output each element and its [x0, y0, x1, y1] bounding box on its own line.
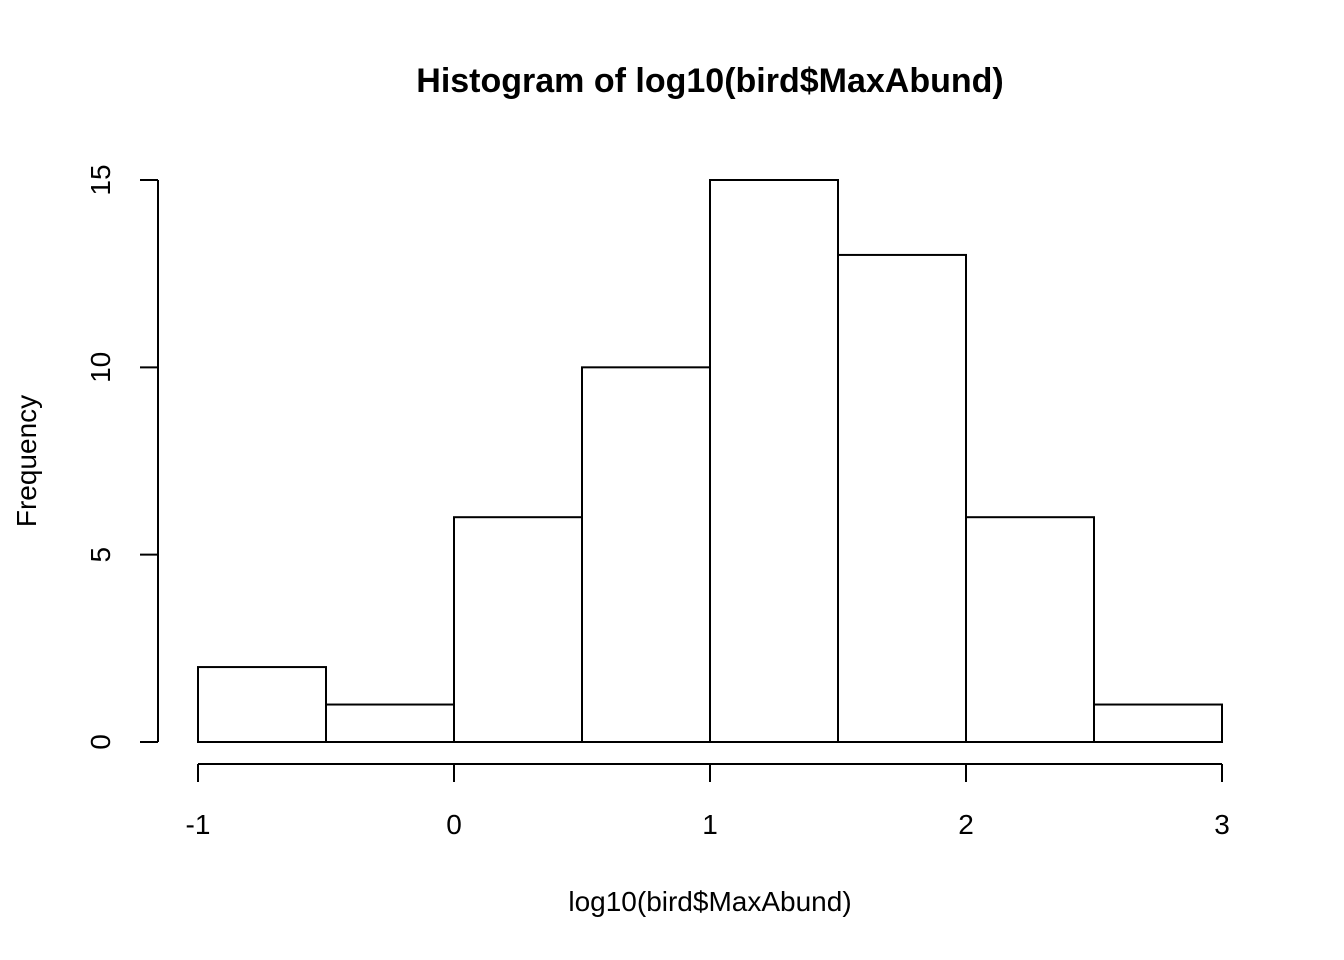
y-tick-label-3: 15	[85, 164, 116, 195]
histogram-bar-1	[325, 703, 455, 743]
x-tick-label-1: 0	[446, 809, 462, 840]
y-tick-label-2: 10	[85, 352, 116, 383]
histogram-bar-6	[965, 516, 1095, 744]
x-tick-label-2: 1	[702, 809, 718, 840]
histogram-bar-3	[581, 366, 711, 743]
x-tick-label-3: 2	[958, 809, 974, 840]
histogram-bar-7	[1093, 703, 1223, 743]
histogram-bar-5	[837, 253, 967, 744]
y-tick-label-1: 5	[85, 547, 116, 563]
y-axis-label: Frequency	[11, 395, 42, 527]
x-axis-label: log10(bird$MaxAbund)	[568, 886, 851, 917]
chart-title: Histogram of log10(bird$MaxAbund)	[416, 62, 1003, 100]
histogram-bar-4	[709, 179, 839, 743]
histogram-bar-2	[453, 516, 583, 744]
x-tick-label-4: 3	[1214, 809, 1230, 840]
y-axis: 0 5 10 15	[85, 164, 159, 750]
x-tick-label-0: -1	[186, 809, 211, 840]
y-tick-label-0: 0	[85, 734, 116, 750]
x-axis: -1 0 1 2 3	[186, 763, 1230, 840]
bars-group	[197, 179, 1223, 744]
histogram-bar-0	[197, 666, 327, 743]
